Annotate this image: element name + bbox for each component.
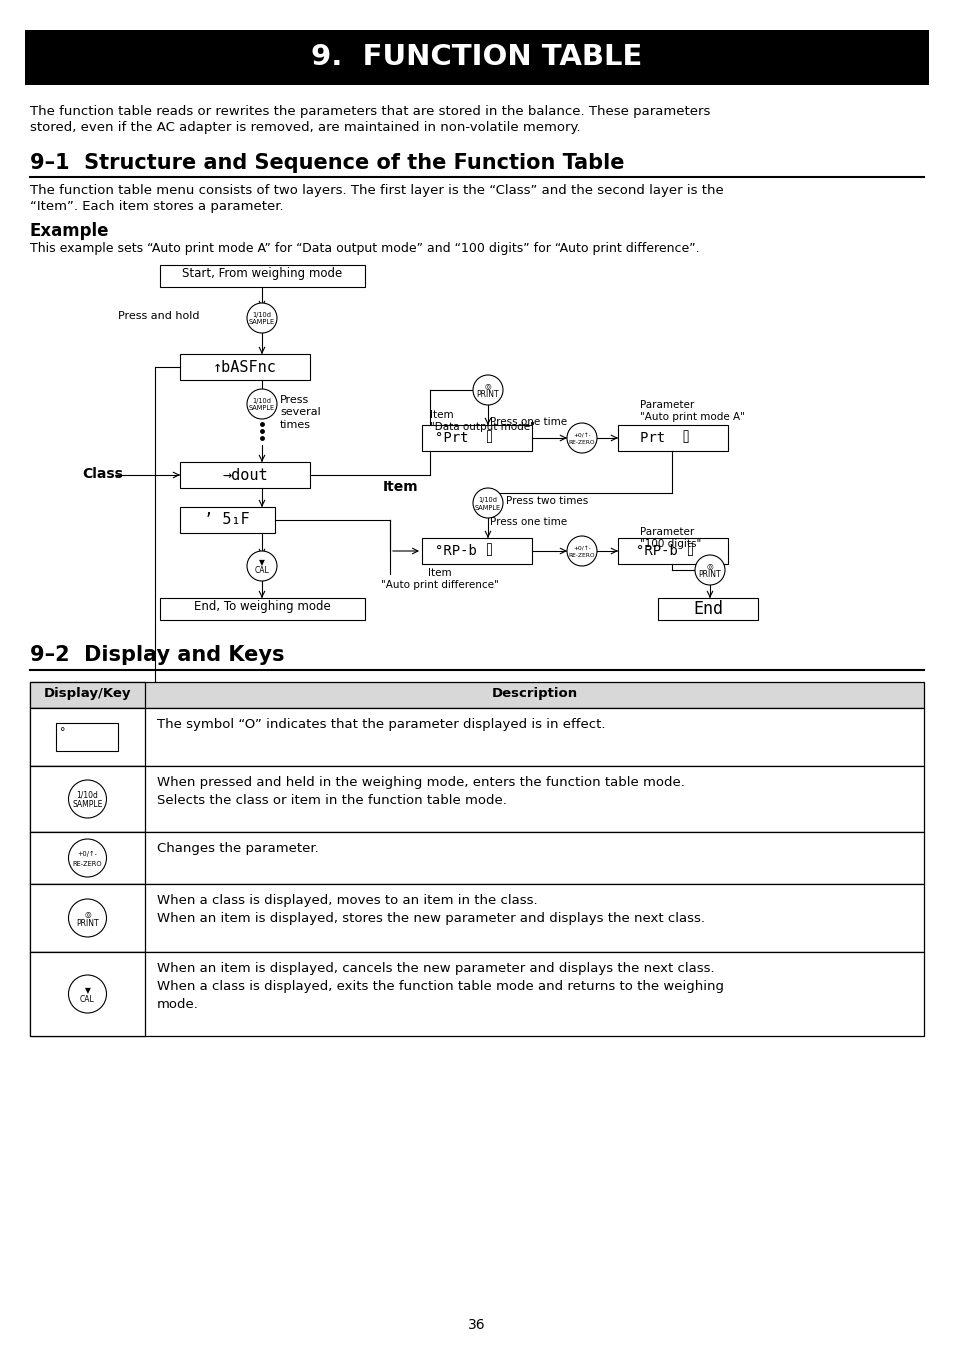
Text: Parameter
"Auto print mode A": Parameter "Auto print mode A" — [639, 400, 744, 423]
Circle shape — [69, 780, 107, 818]
Bar — [421, 425, 532, 451]
Text: Display/Key: Display/Key — [44, 687, 132, 701]
Bar — [30, 832, 145, 884]
Text: +0/↑-: +0/↑- — [573, 545, 590, 551]
Text: Description: Description — [491, 687, 577, 701]
Text: The function table reads or rewrites the parameters that are stored in the balan: The function table reads or rewrites the… — [30, 105, 710, 117]
Bar — [180, 508, 274, 533]
Bar — [618, 425, 727, 451]
Bar — [180, 354, 310, 379]
Circle shape — [247, 302, 276, 333]
Circle shape — [695, 555, 724, 585]
Text: When a class is displayed, moves to an item in the class.
When an item is displa: When a class is displayed, moves to an i… — [157, 894, 704, 925]
Bar — [56, 724, 118, 751]
Bar — [30, 682, 145, 707]
Bar — [25, 30, 928, 85]
Text: Press two times: Press two times — [505, 495, 588, 506]
Text: SAMPLE: SAMPLE — [249, 405, 274, 412]
Bar — [30, 707, 145, 765]
Text: Item
"Auto print difference": Item "Auto print difference" — [381, 568, 498, 590]
Text: °RP-b ⌷: °RP-b ⌷ — [635, 544, 694, 558]
Text: Item: Item — [382, 481, 417, 494]
Bar — [160, 265, 365, 288]
Bar — [30, 952, 923, 1035]
Text: Example: Example — [30, 221, 110, 240]
Text: Item
"Data output mode": Item "Data output mode" — [430, 410, 535, 432]
Text: 9.  FUNCTION TABLE: 9. FUNCTION TABLE — [311, 43, 642, 72]
Text: 9–2  Display and Keys: 9–2 Display and Keys — [30, 645, 284, 666]
Circle shape — [566, 536, 597, 566]
Text: SAMPLE: SAMPLE — [475, 505, 500, 510]
Text: Press one time: Press one time — [490, 517, 566, 526]
Text: ↑bASFnc: ↑bASFnc — [213, 359, 276, 374]
Text: Press one time: Press one time — [490, 417, 566, 427]
Circle shape — [247, 389, 276, 418]
Text: SAMPLE: SAMPLE — [72, 801, 103, 809]
Text: PRINT: PRINT — [76, 919, 99, 929]
Text: ◎: ◎ — [84, 910, 91, 919]
Text: RE-ZERO: RE-ZERO — [568, 554, 595, 558]
Bar — [180, 462, 310, 487]
Text: Press
several
times: Press several times — [280, 396, 320, 429]
Text: SAMPLE: SAMPLE — [249, 320, 274, 325]
Text: °: ° — [60, 728, 66, 737]
Text: “Item”. Each item stores a parameter.: “Item”. Each item stores a parameter. — [30, 200, 283, 213]
Text: PRINT: PRINT — [476, 390, 498, 400]
Text: When an item is displayed, cancels the new parameter and displays the next class: When an item is displayed, cancels the n… — [157, 963, 723, 1011]
Bar — [421, 539, 532, 564]
Bar — [30, 682, 923, 707]
Text: +0/↑-: +0/↑- — [573, 432, 590, 437]
Text: RE-ZERO: RE-ZERO — [568, 440, 595, 446]
Circle shape — [69, 899, 107, 937]
Text: ▼: ▼ — [259, 559, 265, 567]
Text: CAL: CAL — [254, 566, 269, 575]
Text: 36: 36 — [468, 1318, 485, 1332]
Text: Start, From weighing mode: Start, From weighing mode — [182, 267, 342, 279]
Bar — [30, 765, 145, 832]
Circle shape — [566, 423, 597, 454]
Text: °Prt  ⌷: °Prt ⌷ — [435, 431, 493, 446]
Text: ▼: ▼ — [85, 986, 91, 995]
Circle shape — [473, 487, 502, 518]
Text: RE-ZERO: RE-ZERO — [72, 861, 102, 867]
Text: 9–1  Structure and Sequence of the Function Table: 9–1 Structure and Sequence of the Functi… — [30, 153, 624, 173]
Text: 1/10d: 1/10d — [253, 398, 272, 404]
Bar — [30, 952, 145, 1035]
Text: Press and hold: Press and hold — [118, 310, 199, 321]
Circle shape — [69, 838, 107, 878]
Text: Changes the parameter.: Changes the parameter. — [157, 842, 318, 855]
Text: This example sets “Auto print mode A” for “Data output mode” and “100 digits” fo: This example sets “Auto print mode A” fo… — [30, 242, 699, 255]
Bar — [658, 598, 758, 620]
Text: End, To weighing mode: End, To weighing mode — [193, 599, 330, 613]
Bar — [30, 884, 145, 952]
Text: 1/10d: 1/10d — [478, 497, 497, 504]
Bar — [30, 707, 923, 765]
Text: →dout: →dout — [222, 467, 268, 482]
Text: 1/10d: 1/10d — [253, 312, 272, 319]
Text: 1/10d: 1/10d — [76, 791, 98, 799]
Circle shape — [247, 551, 276, 580]
Bar — [618, 539, 727, 564]
Text: stored, even if the AC adapter is removed, are maintained in non-volatile memory: stored, even if the AC adapter is remove… — [30, 122, 580, 134]
Text: Parameter
"100 digits": Parameter "100 digits" — [639, 526, 700, 549]
Text: ’ 5₁F: ’ 5₁F — [204, 513, 250, 528]
Text: End: End — [692, 599, 722, 618]
Text: ◎: ◎ — [484, 382, 491, 391]
Text: When pressed and held in the weighing mode, enters the function table mode.
Sele: When pressed and held in the weighing mo… — [157, 776, 684, 807]
Text: +0/↑-: +0/↑- — [77, 850, 97, 857]
Bar — [30, 765, 923, 832]
Text: The symbol “O” indicates that the parameter displayed is in effect.: The symbol “O” indicates that the parame… — [157, 718, 605, 730]
Text: CAL: CAL — [80, 995, 94, 1004]
Text: PRINT: PRINT — [698, 570, 720, 579]
Circle shape — [473, 375, 502, 405]
Text: The function table menu consists of two layers. The first layer is the “Class” a: The function table menu consists of two … — [30, 184, 723, 197]
Text: °RP-b ⌷: °RP-b ⌷ — [435, 544, 493, 558]
Bar — [30, 884, 923, 952]
Text: Prt  ⌷: Prt ⌷ — [639, 431, 689, 446]
Text: Class: Class — [82, 467, 123, 481]
Circle shape — [69, 975, 107, 1012]
Bar — [160, 598, 365, 620]
Text: ◎: ◎ — [706, 563, 713, 571]
Bar — [30, 832, 923, 884]
